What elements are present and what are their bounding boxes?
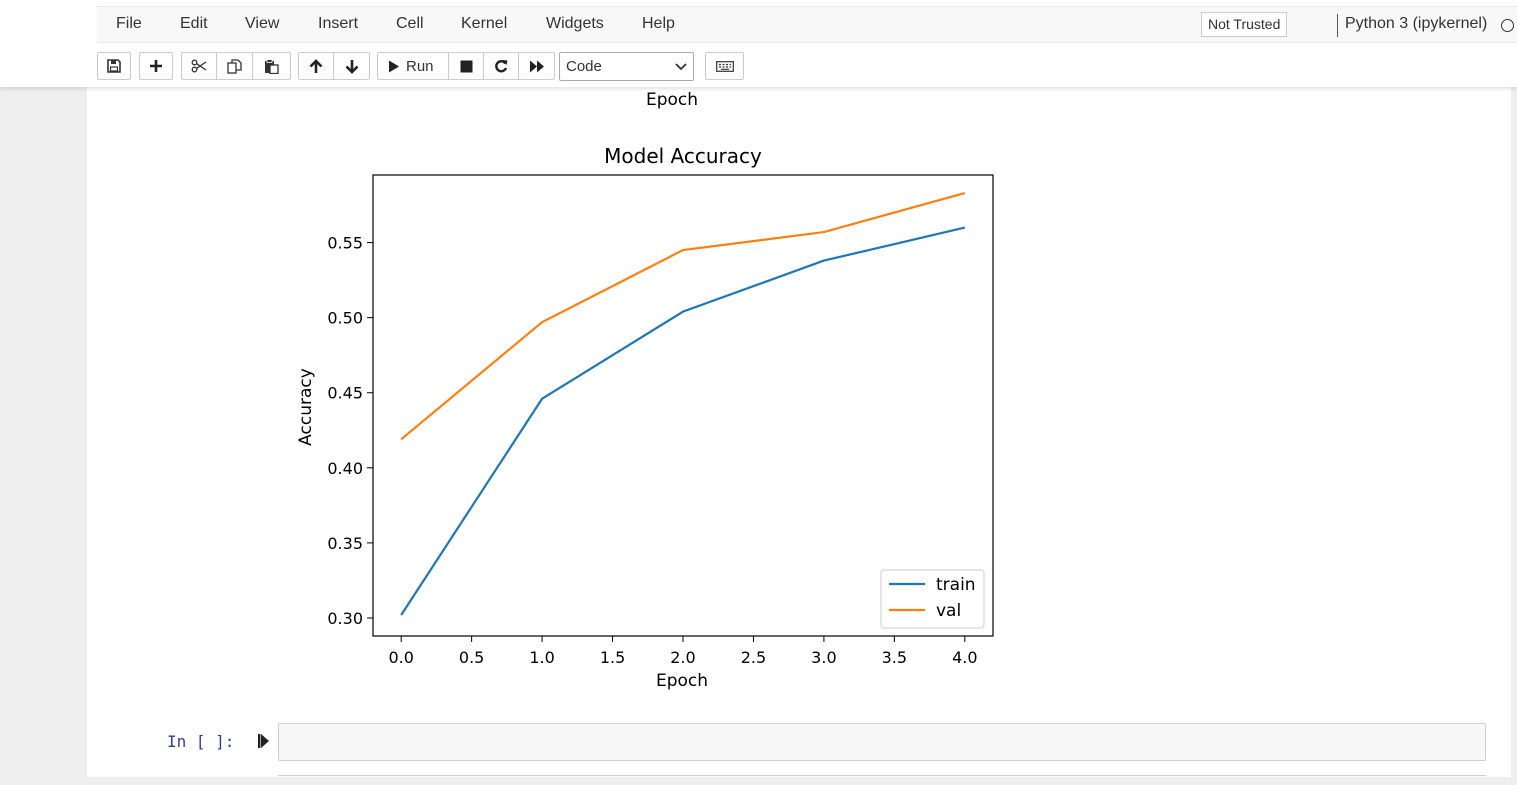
x-tick-label: 4.0	[952, 648, 977, 667]
kernel-name[interactable]: Python 3 (ipykernel)	[1345, 15, 1488, 32]
cell-type-select[interactable]: Code	[559, 52, 694, 81]
run-cell-icon[interactable]	[258, 734, 270, 748]
run-button[interactable]: Run	[377, 52, 449, 80]
notebook-header: File Edit View Insert Cell Kernel Widget…	[0, 0, 1517, 87]
restart-icon	[495, 60, 508, 73]
notebook-area: Epoch Model Accuracy 0.0 0.5 1.0 1.5 2.0 2.5 3…	[87, 87, 1511, 777]
menu-help[interactable]: Help	[642, 15, 675, 32]
x-tick-label: 0.5	[459, 648, 484, 667]
kernel-separator	[1337, 14, 1338, 37]
series-line-val	[400, 191, 966, 441]
legend-label-train: train	[936, 575, 976, 595]
arrow-down-icon	[345, 59, 358, 74]
toolbar: Run Code	[0, 50, 1517, 82]
copy-icon	[227, 58, 242, 74]
legend-label-val: val	[936, 601, 961, 621]
command-palette-button[interactable]	[705, 52, 744, 80]
x-tick-label: 2.0	[670, 648, 695, 667]
previous-chart-xlabel: Epoch	[646, 90, 699, 110]
menu-view[interactable]: View	[245, 15, 280, 32]
move-down-button[interactable]	[333, 52, 370, 80]
paste-icon	[265, 58, 279, 74]
accuracy-chart: Model Accuracy 0.0 0.5 1.0 1.5 2.0 2.5 3.0 3.5 4…	[296, 144, 994, 691]
cut-button[interactable]	[181, 52, 217, 80]
y-tick-label: 0.40	[327, 459, 363, 478]
restart-run-all-button[interactable]	[518, 52, 555, 80]
y-tick-label: 0.45	[327, 384, 363, 403]
plus-icon	[150, 60, 162, 72]
copy-button[interactable]	[216, 52, 253, 80]
stop-icon	[460, 60, 472, 72]
x-tick-label: 3.0	[811, 648, 836, 667]
kernel-idle-icon	[1501, 19, 1514, 32]
menu-widgets[interactable]: Widgets	[546, 15, 604, 32]
menu-edit[interactable]: Edit	[180, 15, 208, 32]
plot-frame	[372, 174, 994, 637]
fast-forward-icon	[529, 60, 544, 72]
save-icon	[107, 59, 121, 73]
y-tick-label: 0.50	[327, 309, 363, 328]
save-button[interactable]	[97, 52, 131, 80]
play-icon	[389, 60, 399, 72]
chevron-down-icon	[675, 63, 687, 71]
paste-button[interactable]	[252, 52, 291, 80]
menu-cell[interactable]: Cell	[396, 15, 424, 32]
x-tick-label: 1.5	[600, 648, 625, 667]
x-tick-label: 1.0	[529, 648, 554, 667]
menu-file[interactable]: File	[116, 15, 142, 32]
not-trusted-button[interactable]: Not Trusted	[1201, 12, 1288, 37]
move-up-button[interactable]	[298, 52, 334, 80]
y-tick-label: 0.35	[327, 534, 363, 553]
chart-legend: train val	[880, 569, 985, 629]
y-axis-label: Accuracy	[296, 368, 316, 446]
x-tick-label: 2.5	[741, 648, 766, 667]
insert-cell-button[interactable]	[139, 52, 173, 80]
y-tick-label: 0.30	[327, 609, 363, 628]
scissors-icon	[191, 59, 207, 73]
run-label: Run	[406, 57, 434, 75]
interrupt-button[interactable]	[448, 52, 484, 80]
x-axis-label: Epoch	[656, 671, 708, 691]
series-line-train	[400, 226, 966, 616]
menu-insert[interactable]: Insert	[318, 15, 359, 32]
x-tick-label: 0.0	[388, 648, 413, 667]
code-input-cell[interactable]	[278, 723, 1486, 761]
cell-type-value: Code	[566, 58, 602, 75]
next-cell-edge	[278, 775, 1486, 785]
menu-kernel[interactable]: Kernel	[461, 15, 508, 32]
y-tick-label: 0.55	[327, 234, 363, 253]
arrow-up-icon	[309, 58, 323, 73]
cell-prompt: In [ ]:	[167, 732, 235, 751]
keyboard-icon	[715, 60, 734, 72]
scrollbar-gutter	[1511, 87, 1517, 777]
chart-title: Model Accuracy	[604, 144, 762, 168]
x-tick-label: 3.5	[882, 648, 907, 667]
restart-button[interactable]	[483, 52, 519, 80]
menu-bar: File Edit View Insert Cell Kernel Widget…	[97, 6, 1517, 43]
